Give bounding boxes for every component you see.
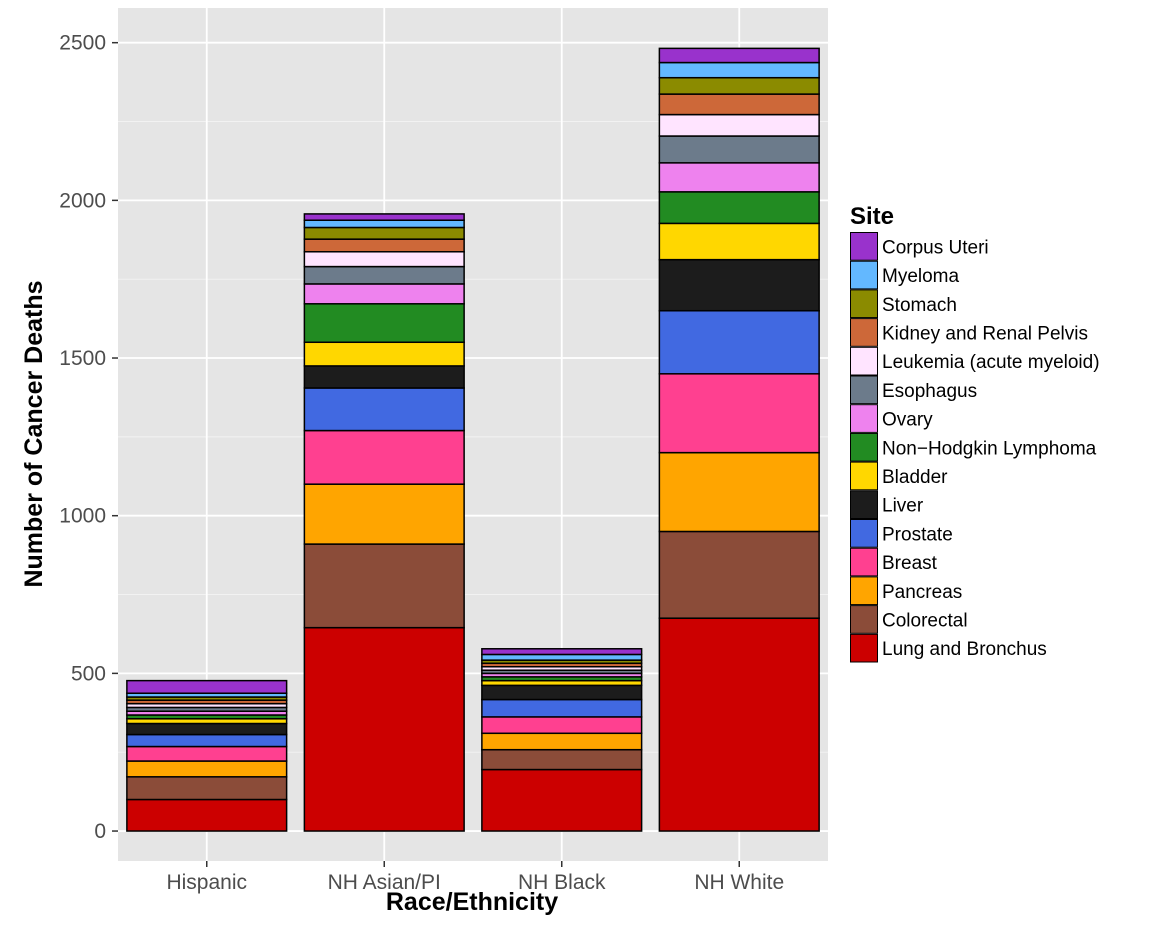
bar-segment <box>481 648 643 656</box>
bar-segment <box>658 617 820 832</box>
bar-segment <box>126 760 288 778</box>
bar-segment <box>303 341 465 367</box>
bar-segment <box>658 258 820 312</box>
bar-segment <box>126 722 288 736</box>
bar-segment <box>481 698 643 718</box>
bar-segment <box>658 309 820 375</box>
bar-segment <box>481 684 643 701</box>
bar-segment <box>481 716 643 735</box>
bar-segment <box>303 251 465 268</box>
legend-swatch <box>850 519 878 548</box>
bar-segment <box>303 238 465 253</box>
legend-label: Kidney and Renal Pelvis <box>882 323 1088 344</box>
legend-label: Lung and Bronchus <box>882 639 1047 660</box>
legend-label: Bladder <box>882 467 948 488</box>
y-tick-label: 0 <box>94 820 106 843</box>
bar-segment <box>658 76 820 95</box>
bar-segment <box>658 162 820 193</box>
legend-swatch <box>850 375 878 405</box>
bar-segment <box>126 745 288 762</box>
bar-segment <box>303 543 465 629</box>
bar-segment <box>303 213 465 221</box>
legend-swatch <box>850 547 878 577</box>
legend-label: Ovary <box>882 410 933 431</box>
bar-segment <box>303 219 465 229</box>
x-tick-label: NH White <box>694 871 784 894</box>
legend-swatch <box>850 490 878 519</box>
y-tick-label: 1500 <box>59 347 106 370</box>
bar-segment <box>303 387 465 432</box>
x-axis: Hispanic NH Asian/PI NH Black NH White <box>166 861 784 894</box>
bar-segment <box>658 135 820 164</box>
bar-segment <box>303 483 465 545</box>
legend-label: Prostate <box>882 524 953 545</box>
x-tick-label: NH Asian/PI <box>328 871 441 894</box>
legend-swatch <box>850 289 878 319</box>
legend-swatch <box>850 432 878 462</box>
bar-segment <box>303 303 465 344</box>
y-axis: 0 500 1000 1500 2000 2500 <box>59 32 118 843</box>
bar-segment <box>481 653 643 661</box>
legend-swatch <box>850 633 878 663</box>
legend-label: Liver <box>882 496 924 517</box>
legend-swatch <box>850 260 878 290</box>
legend: Site Corpus Uteri Myeloma Stomach Kidney an… <box>850 203 1100 663</box>
bar-segment <box>303 429 465 485</box>
legend-label: Non−Hodgkin Lymphoma <box>882 438 1097 459</box>
bar-segment <box>658 61 820 79</box>
bar-segment <box>303 226 465 240</box>
y-tick-label: 2500 <box>59 32 106 55</box>
legend-swatch <box>850 318 878 347</box>
bar-segment <box>126 798 288 832</box>
legend-label: Corpus Uteri <box>882 237 989 258</box>
bar-segment <box>303 265 465 285</box>
legend-label: Pancreas <box>882 582 962 603</box>
legend-label: Stomach <box>882 295 957 316</box>
bar-segment <box>126 733 288 748</box>
x-axis-title: Race/Ethnicity <box>386 888 558 916</box>
legend-swatch <box>850 232 878 261</box>
legend-swatch <box>850 404 878 433</box>
bar-segment <box>303 365 465 389</box>
legend-label: Esophagus <box>882 381 977 402</box>
legend-label: Colorectal <box>882 610 968 631</box>
bar-segment <box>658 222 820 261</box>
legend-swatch <box>850 461 878 491</box>
legend-swatch <box>850 605 878 634</box>
bar-segment <box>658 191 820 225</box>
y-axis-title: Number of Cancer Deaths <box>20 280 48 587</box>
legend-label: Leukemia (acute myeloid) <box>882 352 1100 373</box>
bar-segment <box>126 679 288 694</box>
bar-segment <box>481 748 643 771</box>
legend-swatch <box>850 576 878 606</box>
y-tick-label: 500 <box>71 662 106 685</box>
bars-group <box>126 47 820 832</box>
bar-segment <box>658 113 820 137</box>
y-tick-label: 1000 <box>59 505 106 528</box>
x-tick-label: NH Black <box>518 871 606 894</box>
bar-segment <box>658 93 820 116</box>
y-tick-label: 2000 <box>59 189 106 212</box>
bar-segment <box>658 373 820 454</box>
bar-segment <box>126 776 288 801</box>
bar-segment <box>481 732 643 751</box>
legend-label: Myeloma <box>882 266 960 287</box>
legend-swatch <box>850 346 878 376</box>
x-tick-label: Hispanic <box>166 871 247 894</box>
legend-label: Breast <box>882 553 938 574</box>
bar-segment <box>658 451 820 533</box>
bar-segment <box>303 283 465 305</box>
bar-segment <box>481 768 643 832</box>
bar-segment <box>303 626 465 832</box>
bar-segment <box>658 47 820 64</box>
bar-segment <box>658 530 820 619</box>
legend-title: Site <box>850 203 894 230</box>
